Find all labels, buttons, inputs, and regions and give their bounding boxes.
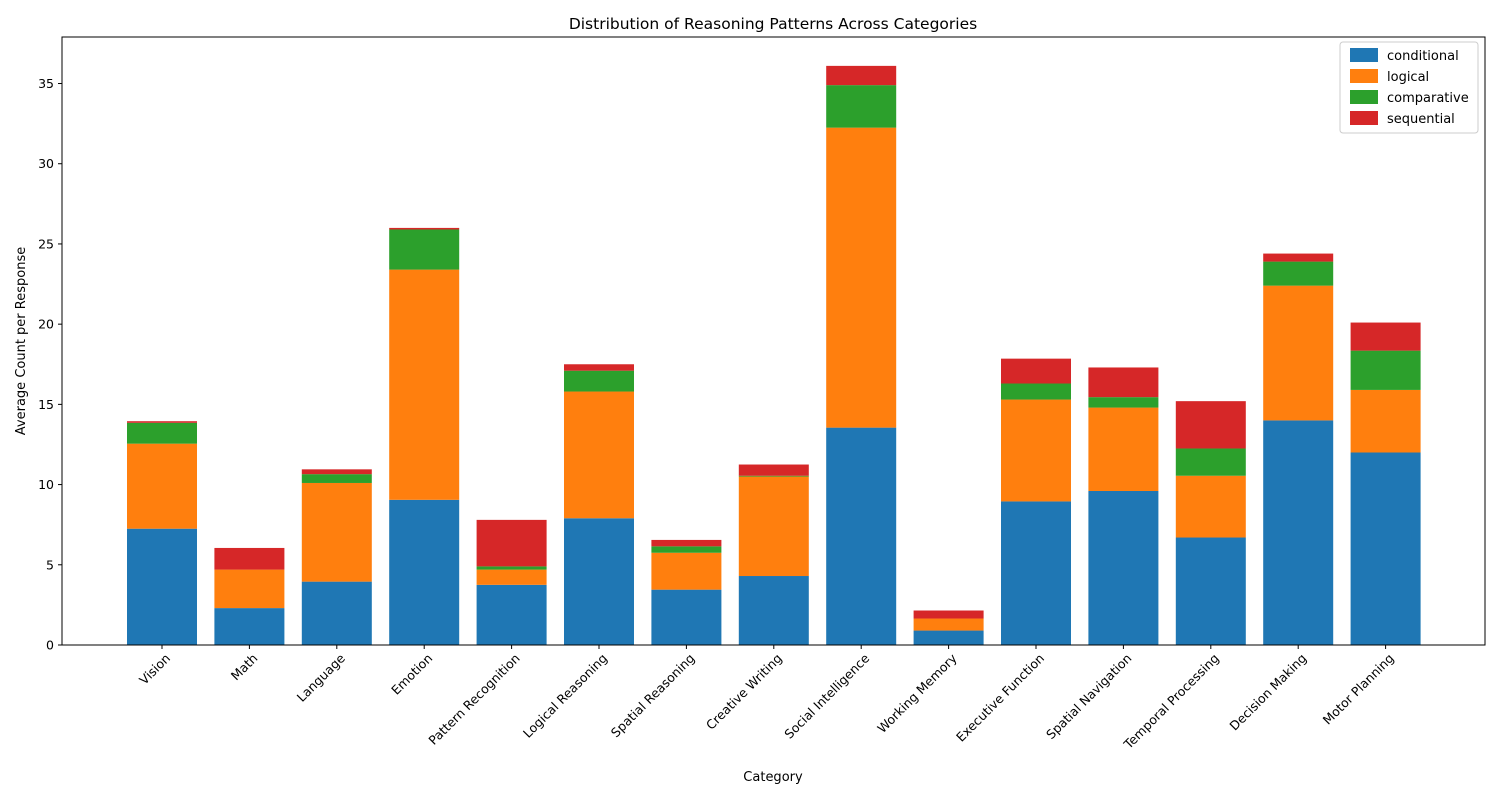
y-tick-label: 0 [46,638,54,653]
x-tick-label: Executive Function [953,651,1047,745]
bar-conditional-language [301,581,372,645]
y-tick-label: 35 [38,76,54,91]
legend-swatch-conditional [1350,48,1378,62]
y-axis-label: Average Count per Response [14,247,29,435]
bar-logical-math [214,569,285,609]
bar-conditional-logical-reasoning [564,518,634,645]
bar-comparative-temporal-processing [1175,448,1246,476]
bar-logical-spatial-reasoning [651,552,722,590]
bar-logical-emotion [389,269,460,500]
bar-conditional-decision-making [1263,420,1334,645]
x-tick-label: Spatial Reasoning [608,651,698,741]
bar-comparative-decision-making [1263,261,1334,286]
bar-comparative-language [301,474,372,483]
bar-logical-language [301,482,372,582]
x-tick-label: Language [294,650,348,704]
x-axis-label: Category [743,770,803,785]
bar-comparative-pattern-recognition [476,566,547,570]
bar-conditional-spatial-reasoning [651,589,722,645]
bar-sequential-language [301,469,372,475]
x-tick-label: Emotion [388,651,435,698]
y-tick-label: 30 [38,156,54,171]
bar-comparative-vision [127,422,197,444]
bar-logical-pattern-recognition [476,569,547,585]
bar-logical-logical-reasoning [564,391,634,519]
bar-comparative-motor-planning [1350,350,1421,390]
legend-swatch-logical [1350,69,1378,83]
bar-logical-temporal-processing [1175,475,1246,538]
bar-logical-executive-function [1001,399,1071,502]
bar-sequential-motor-planning [1350,322,1421,351]
bar-sequential-emotion [389,227,460,230]
x-tick-label: Logical Reasoning [520,651,610,741]
bar-conditional-motor-planning [1350,452,1421,645]
y-tick-label: 5 [46,557,54,572]
legend: conditional logical comparative sequential [1339,41,1479,134]
bar-sequential-creative-writing [738,464,809,476]
x-tick-label: Vision [136,651,173,688]
x-tick-label: Working Memory [874,650,960,736]
legend-box [1339,41,1479,134]
legend-swatch-sequential [1350,111,1378,125]
legend-label-logical: logical [1387,70,1429,85]
bar-conditional-temporal-processing [1175,537,1246,645]
bar-logical-social-intelligence [826,127,897,428]
bar-sequential-social-intelligence [826,65,897,86]
y-tick-label: 20 [38,317,54,332]
bar-logical-motor-planning [1350,389,1421,453]
bar-conditional-spatial-navigation [1088,490,1159,645]
bar-logical-working-memory [913,618,984,631]
y-tick-label: 25 [38,236,54,251]
bar-sequential-math [214,547,285,570]
legend-label-sequential: sequential [1387,112,1455,127]
bar-comparative-spatial-navigation [1088,397,1159,408]
x-tick-label: Math [228,651,261,684]
bar-comparative-social-intelligence [826,85,897,128]
bar-logical-decision-making [1263,285,1334,421]
bar-sequential-pattern-recognition [476,519,547,567]
bar-logical-spatial-navigation [1088,407,1159,491]
bar-comparative-executive-function [1001,383,1071,400]
bar-conditional-working-memory [913,630,984,645]
legend-label-comparative: comparative [1387,91,1469,106]
bar-sequential-executive-function [1001,358,1071,384]
x-tick-label: Social Intelligence [781,650,872,741]
bar-sequential-temporal-processing [1175,401,1246,449]
x-tick-label: Decision Making [1226,651,1309,734]
bar-conditional-social-intelligence [826,427,897,645]
bar-conditional-pattern-recognition [476,584,547,645]
bar-conditional-emotion [389,499,460,645]
bar-conditional-executive-function [1001,501,1071,645]
legend-swatch-comparative [1350,90,1378,104]
bar-comparative-logical-reasoning [564,370,634,392]
chart-title: Distribution of Reasoning Patterns Acros… [569,15,977,33]
bar-comparative-emotion [389,229,460,270]
x-tick-label: Motor Planning [1320,651,1397,728]
bar-sequential-logical-reasoning [564,364,634,371]
bar-sequential-working-memory [913,610,984,619]
bar-conditional-math [214,608,285,645]
y-tick-label: 10 [38,477,54,492]
bar-logical-creative-writing [738,476,809,577]
x-tick-label: Spatial Navigation [1043,651,1135,743]
bar-comparative-creative-writing [738,475,809,477]
y-tick-label: 15 [38,397,54,412]
bar-sequential-vision [127,421,197,423]
bar-conditional-creative-writing [738,576,809,645]
bar-comparative-spatial-reasoning [651,546,722,553]
bar-sequential-spatial-navigation [1088,367,1159,398]
bars-layer [127,65,1421,645]
x-tick-label: Creative Writing [703,651,785,733]
bar-conditional-vision [127,528,197,645]
bar-sequential-spatial-reasoning [651,539,722,547]
x-tick-label: Pattern Recognition [425,651,522,748]
legend-label-conditional: conditional [1387,49,1459,64]
y-axis: 0 5 10 15 20 25 30 35 [38,76,62,653]
x-tick-label: Temporal Processing [1120,651,1222,753]
bar-logical-vision [127,443,197,529]
bar-sequential-decision-making [1263,253,1334,262]
